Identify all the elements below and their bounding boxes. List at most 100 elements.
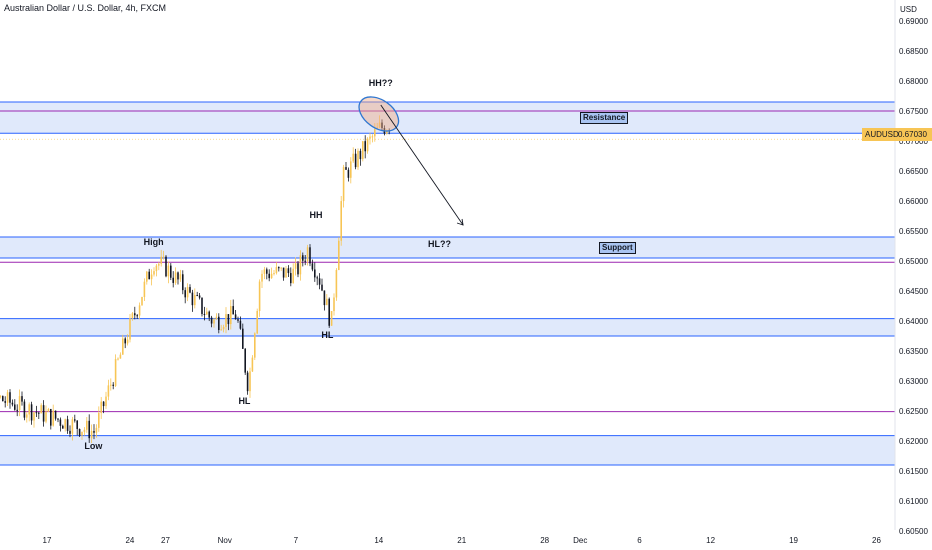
- candle-body: [381, 122, 383, 129]
- zone-label-resistance: Resistance: [580, 111, 629, 124]
- last-price-tag: AUDUSD 0.67030: [862, 128, 932, 141]
- candle-body: [150, 274, 153, 280]
- candle-body: [62, 425, 64, 429]
- candle-body: [182, 274, 184, 291]
- candle-body: [227, 314, 230, 325]
- candle-body: [321, 284, 323, 291]
- zone-fill: [0, 102, 895, 134]
- candle-body: [237, 319, 239, 321]
- candle-body: [198, 295, 201, 298]
- candle-body: [98, 412, 100, 428]
- candles-layer: [0, 115, 390, 444]
- candle-body: [304, 260, 306, 262]
- candle-body: [318, 278, 321, 285]
- candle-body: [328, 298, 330, 326]
- candle-body: [158, 263, 160, 266]
- candle-body: [122, 338, 124, 355]
- x-tick-label: 7: [294, 536, 299, 545]
- candle-body: [369, 136, 371, 139]
- y-tick-label: 0.68000: [899, 77, 928, 86]
- x-tick-label: Dec: [573, 536, 587, 545]
- candle-body: [338, 240, 340, 270]
- candle-body: [88, 420, 90, 439]
- zone-fill: [0, 318, 895, 336]
- candle-body: [258, 281, 261, 311]
- x-tick-label: 21: [457, 536, 466, 545]
- x-tick-label: 6: [637, 536, 642, 545]
- candle-body: [330, 311, 333, 326]
- annotation-hlqq: HL??: [428, 238, 452, 249]
- candle-body: [186, 287, 189, 298]
- y-axis: 0.69000 0.68500 0.68000 0.67500 0.67000 0.665…: [894, 0, 928, 536]
- candle-body: [314, 269, 316, 278]
- candle-body: [71, 419, 74, 434]
- y-tick-label: 0.67000: [899, 137, 928, 146]
- candle-body: [249, 371, 251, 392]
- projection-arrow-line: [380, 104, 464, 226]
- candle-body: [47, 409, 50, 412]
- candle-body: [297, 263, 299, 275]
- y-tick-label: 0.68500: [899, 47, 928, 56]
- candle-body: [306, 247, 309, 261]
- candle-body: [357, 150, 359, 168]
- candle-body: [110, 384, 112, 386]
- candle-body: [242, 328, 244, 349]
- y-tick-label: 0.65000: [899, 257, 928, 266]
- candle-body: [42, 405, 45, 422]
- y-tick-label: 0.63500: [899, 347, 928, 356]
- candle-body: [280, 267, 282, 269]
- y-tick-label: 0.61000: [899, 497, 928, 506]
- candle-body: [184, 290, 186, 298]
- candle-body: [299, 255, 302, 275]
- x-tick-label: Nov: [218, 536, 232, 545]
- candle-body: [76, 420, 78, 429]
- candle-body: [287, 268, 290, 274]
- candle-body: [232, 306, 234, 315]
- chart-title: Australian Dollar / U.S. Dollar, 4h, FXC…: [4, 3, 167, 13]
- y-tick-label: 0.67500: [899, 107, 928, 116]
- candle-body: [196, 295, 198, 297]
- candle-body: [83, 429, 86, 432]
- candle-body: [57, 418, 59, 420]
- candle-body: [131, 313, 134, 319]
- candle-body: [275, 267, 278, 274]
- candle-body: [208, 311, 210, 318]
- candle-body: [309, 247, 311, 264]
- candle-body: [179, 274, 182, 280]
- candle-body: [134, 313, 136, 316]
- candle-body: [66, 419, 69, 431]
- candle-body: [345, 167, 347, 170]
- candle-body: [333, 297, 335, 312]
- candle-body: [102, 401, 105, 407]
- candle-body: [191, 292, 194, 306]
- last-price-symbol: AUDUSD: [865, 130, 899, 139]
- candle-body: [54, 410, 57, 419]
- candle-body: [230, 306, 232, 325]
- candle-body: [78, 428, 81, 436]
- annotation-hl: HL: [321, 330, 334, 340]
- candle-body: [261, 273, 263, 282]
- candle-body: [26, 414, 28, 418]
- candle-body: [90, 431, 93, 439]
- annotation-hh: HH: [309, 210, 323, 220]
- candle-body: [165, 256, 167, 277]
- last-price-value: 0.67030: [898, 130, 927, 139]
- y-tick-label: 0.64000: [899, 317, 928, 326]
- candle-body: [107, 385, 110, 397]
- candle-body: [263, 269, 266, 274]
- y-tick-label: 0.69000: [899, 17, 928, 26]
- candle-body: [4, 401, 6, 403]
- candle-body: [153, 271, 155, 275]
- candle-body: [59, 419, 62, 426]
- candle-body: [126, 339, 129, 344]
- annotation-low: Low: [84, 441, 103, 451]
- candle-body: [18, 396, 21, 410]
- candle-body: [266, 269, 268, 274]
- candle-body: [86, 420, 88, 430]
- y-tick-label: 0.66000: [899, 197, 928, 206]
- candle-body: [239, 320, 242, 329]
- candle-body: [254, 333, 256, 358]
- x-axis: 17 24 27 Nov 7 14 21 28 Dec 6 12 19 26: [43, 536, 882, 545]
- candle-body: [114, 359, 117, 386]
